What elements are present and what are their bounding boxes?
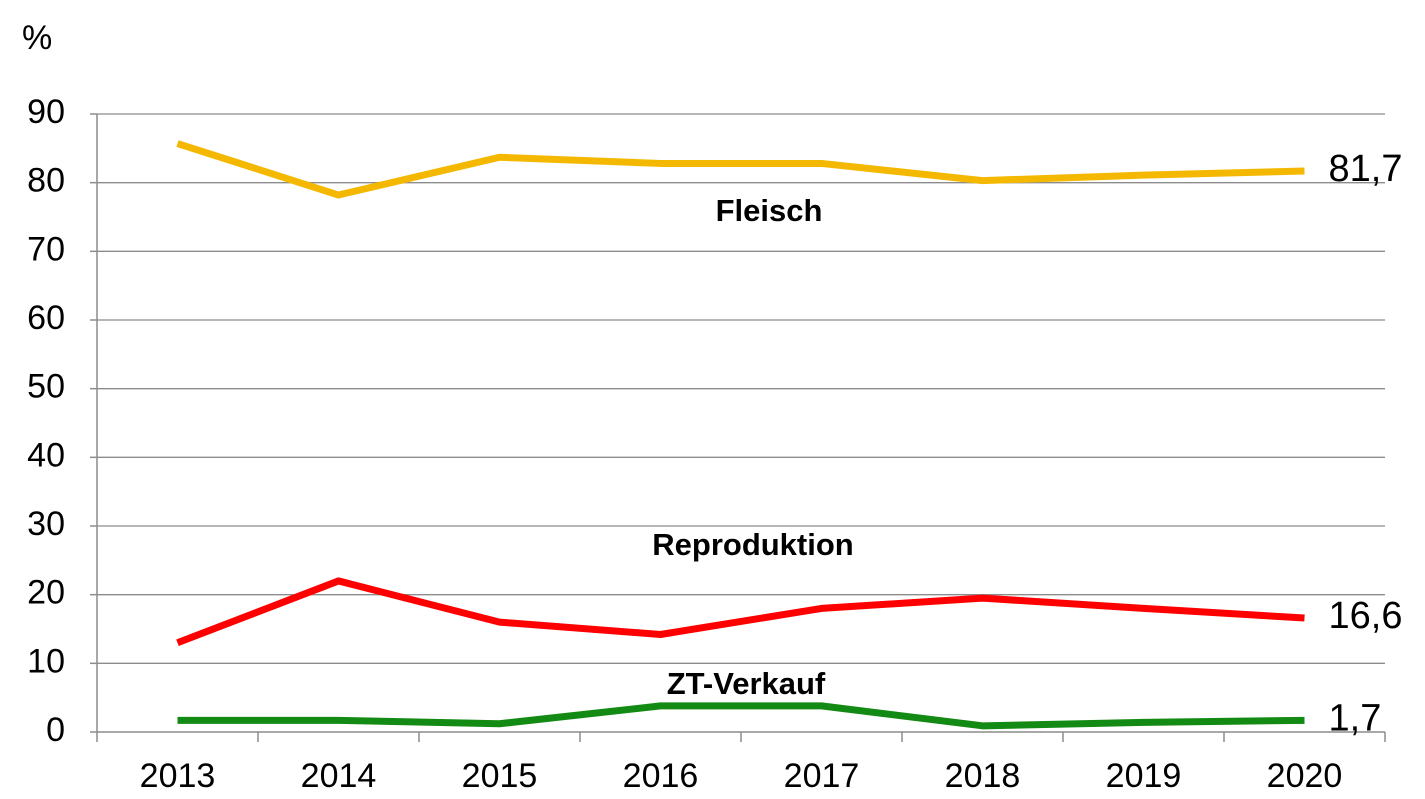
x-tick-label: 2019 (1106, 757, 1182, 795)
value-label: 1,7 (1329, 697, 1382, 739)
y-tick-label: 30 (27, 505, 65, 543)
y-tick-label: 40 (27, 436, 65, 474)
y-tick-label: 20 (27, 574, 65, 612)
series-line (176, 140, 1305, 199)
series-label: Fleisch (716, 193, 823, 228)
value-label: 81,7 (1329, 148, 1403, 190)
x-tick-label: 2015 (462, 757, 538, 795)
series-line (176, 577, 1305, 647)
x-tick-label: 2013 (140, 757, 216, 795)
series-line (177, 702, 1305, 730)
x-tick-label: 2017 (784, 757, 860, 795)
x-tick-label: 2018 (945, 757, 1021, 795)
y-tick-label: 50 (27, 368, 65, 406)
x-tick-label: 2016 (623, 757, 699, 795)
value-label: 16,6 (1329, 595, 1403, 637)
y-tick-label: 60 (27, 299, 65, 337)
y-axis-label: % (22, 19, 52, 57)
y-tick-label: 90 (27, 93, 65, 131)
x-tick-label: 2020 (1267, 757, 1343, 795)
y-tick-label: 10 (27, 642, 65, 680)
series-label: ZT-Verkauf (667, 666, 826, 701)
series-label: Reproduktion (652, 527, 854, 562)
y-tick-label: 0 (46, 711, 65, 749)
x-tick-label: 2014 (301, 757, 377, 795)
y-tick-label: 70 (27, 230, 65, 268)
y-tick-label: 80 (27, 162, 65, 200)
